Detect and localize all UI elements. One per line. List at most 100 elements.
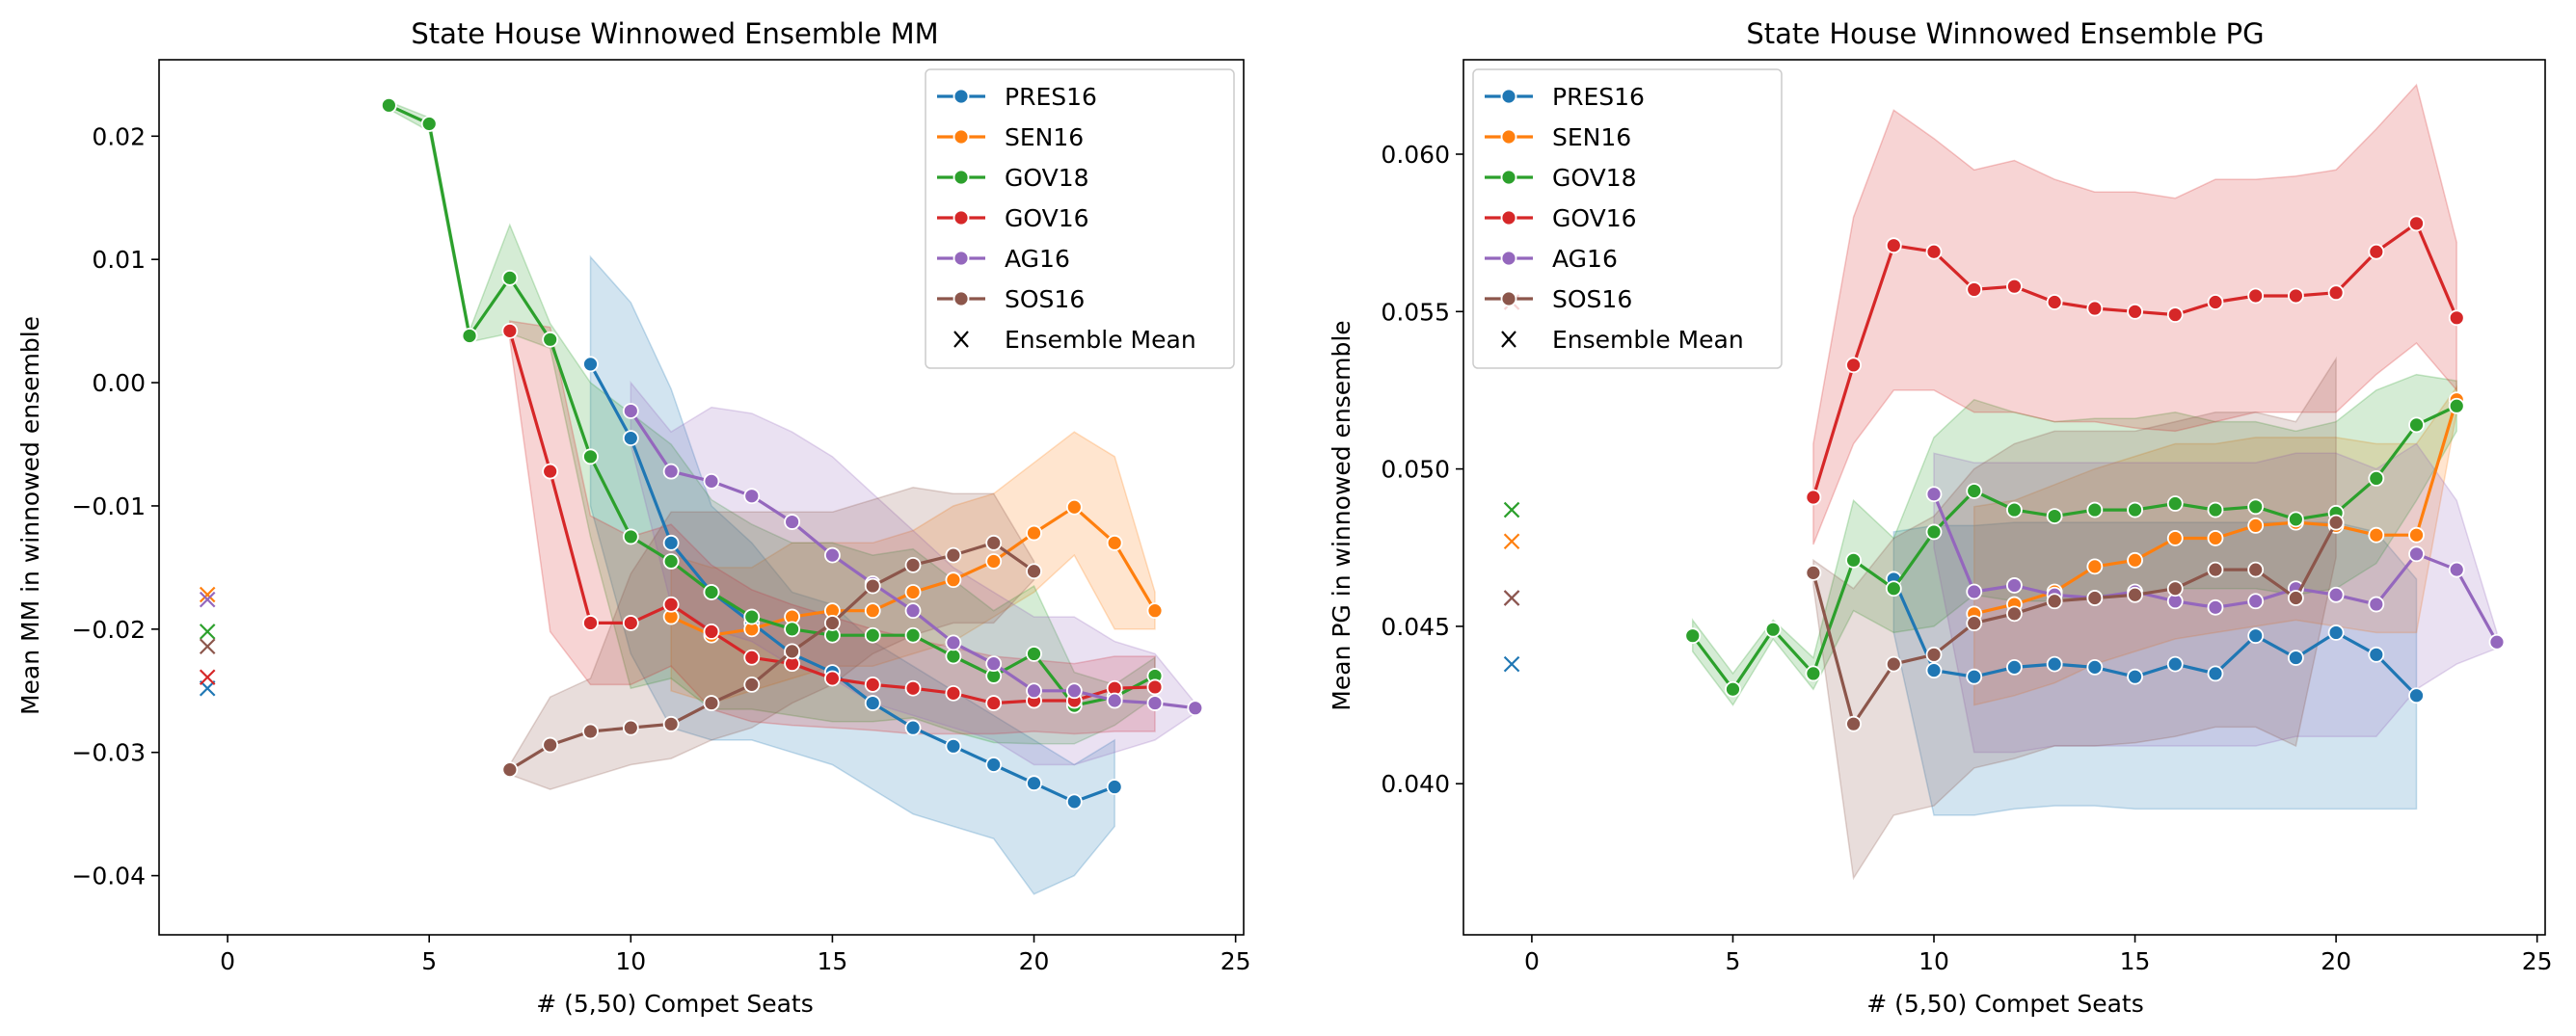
pg-point-gov16 — [1885, 237, 1902, 254]
pg-point-sos16 — [1966, 615, 1983, 632]
mm-legend-label: SEN16 — [1005, 123, 1084, 151]
mm-point-gov18 — [380, 96, 397, 114]
pg-point-ag16 — [1925, 486, 1943, 503]
mm-point-gov18 — [864, 626, 881, 644]
mm-point-sen16 — [864, 602, 881, 620]
mm-point-pres16 — [904, 719, 922, 736]
mm-band-gov16 — [509, 320, 1156, 735]
mm-legend-label: Ensemble Mean — [1005, 326, 1196, 354]
mm-point-pres16 — [1065, 793, 1083, 810]
pg-point-pres16 — [2207, 665, 2224, 682]
pg-chart-panel: State House Winnowed Ensemble PG # (5,50… — [1328, 17, 2553, 1018]
pg-point-gov18 — [1925, 523, 1943, 541]
pg-xtick-label: 20 — [2321, 947, 2351, 975]
pg-xtick-label: 25 — [2522, 947, 2553, 975]
pg-chart-xlabel: # (5,50) Compet Seats — [1866, 990, 2144, 1018]
mm-point-ag16 — [784, 514, 800, 530]
mm-point-gov18 — [703, 584, 720, 600]
mm-point-sos16 — [582, 723, 599, 740]
mm-ytick-label: 0.00 — [92, 369, 146, 397]
pg-point-sos16 — [1805, 564, 1822, 581]
pg-legend-item-ag16: AG16 — [1485, 245, 1618, 273]
mm-point-pres16 — [662, 534, 680, 551]
mm-point-gov16 — [985, 695, 1003, 711]
pg-point-gov18 — [2448, 397, 2465, 414]
mm-point-gov18 — [945, 648, 962, 665]
pg-ytick-label: 0.055 — [1381, 298, 1450, 326]
mm-plot-frame — [158, 59, 1245, 936]
pg-point-gov16 — [2247, 287, 2265, 305]
mm-point-gov16 — [945, 684, 962, 702]
pg-ytick-label: 0.060 — [1381, 141, 1450, 169]
pg-ensemble-mean-gov18 — [1503, 501, 1520, 518]
pg-point-sos16 — [2127, 586, 2143, 603]
mm-legend-item-pres16: PRES16 — [937, 83, 1097, 111]
mm-ytick-label: −0.01 — [71, 492, 146, 520]
mm-legend-item-sos16: SOS16 — [937, 285, 1085, 313]
mm-point-gov18 — [461, 328, 478, 344]
mm-point-ag16 — [945, 634, 962, 651]
pg-point-gov18 — [1845, 551, 1862, 569]
mm-point-gov18 — [784, 621, 800, 638]
pg-point-gov18 — [1885, 580, 1902, 598]
mm-point-ag16 — [824, 546, 841, 564]
mm-point-pres16 — [582, 356, 599, 373]
pg-xtick-label: 0 — [1524, 947, 1540, 975]
pg-point-sen16 — [2127, 551, 2143, 569]
mm-point-sos16 — [985, 534, 1003, 551]
mm-legend-label: SOS16 — [1005, 285, 1085, 313]
pg-legend: PRES16 SEN16 GOV18 GOV16 AG16 SOS16 Ensemble M… — [1472, 68, 1783, 369]
pg-legend-label: PRES16 — [1552, 83, 1645, 111]
pg-point-gov16 — [2287, 287, 2304, 305]
mm-point-sen16 — [904, 584, 922, 600]
mm-ytick-label: −0.02 — [71, 616, 146, 644]
mm-xtick-label: 15 — [818, 947, 848, 975]
pg-point-ag16 — [2207, 598, 2224, 616]
pg-point-pres16 — [1966, 668, 1983, 685]
mm-chart-title: State House Winnowed Ensemble MM — [411, 17, 938, 50]
mm-chart-panel: State House Winnowed Ensemble MM # (5,50… — [16, 17, 1251, 1018]
mm-point-sos16 — [784, 643, 800, 660]
pg-point-ag16 — [2448, 561, 2465, 578]
mm-point-gov16 — [542, 463, 559, 480]
pg-legend-label: SEN16 — [1552, 123, 1631, 151]
pg-point-gov18 — [2247, 498, 2265, 516]
mm-point-gov18 — [1026, 646, 1042, 662]
pg-ytick-label: 0.050 — [1381, 456, 1450, 484]
pg-point-gov18 — [2287, 511, 2304, 528]
mm-ytick-label: −0.03 — [71, 739, 146, 767]
mm-point-sen16 — [1026, 524, 1042, 542]
pg-point-sos16 — [1925, 646, 1943, 663]
pg-point-gov16 — [2166, 306, 2184, 323]
pg-point-gov18 — [2086, 501, 2104, 518]
mm-point-ag16 — [703, 472, 720, 490]
mm-legend-item-sen16: SEN16 — [937, 123, 1084, 151]
mm-legend-box — [925, 68, 1235, 369]
mm-point-ag16 — [1146, 695, 1164, 711]
mm-legend-label: GOV18 — [1005, 164, 1089, 192]
pg-point-gov18 — [2006, 501, 2023, 518]
mm-legend-label: PRES16 — [1005, 83, 1097, 111]
mm-ensemble-mean-sos16 — [199, 638, 216, 655]
mm-ensemble-mean-ag16 — [199, 591, 216, 608]
mm-point-sos16 — [743, 676, 761, 693]
mm-point-gov16 — [824, 670, 841, 687]
pg-ensemble-mean-pres16 — [1503, 655, 1520, 673]
mm-point-ag16 — [904, 602, 922, 620]
pg-point-gov16 — [2086, 300, 2104, 317]
mm-point-gov16 — [622, 615, 639, 631]
mm-point-sos16 — [864, 577, 881, 595]
mm-point-sen16 — [985, 553, 1003, 570]
pg-point-sos16 — [2247, 561, 2265, 578]
pg-point-pres16 — [2368, 646, 2385, 663]
pg-chart-ylabel: Mean PG in winnowed ensemble — [1328, 320, 1355, 710]
pg-ensemble-mean-sos16 — [1503, 590, 1520, 606]
pg-point-gov16 — [1845, 357, 1862, 374]
pg-point-pres16 — [2247, 627, 2265, 645]
pg-legend-item-gov16: GOV16 — [1485, 204, 1637, 232]
pg-point-gov18 — [2046, 508, 2063, 524]
pg-point-sen16 — [2166, 530, 2184, 546]
mm-point-sos16 — [501, 761, 519, 779]
pg-point-gov18 — [1805, 665, 1822, 682]
